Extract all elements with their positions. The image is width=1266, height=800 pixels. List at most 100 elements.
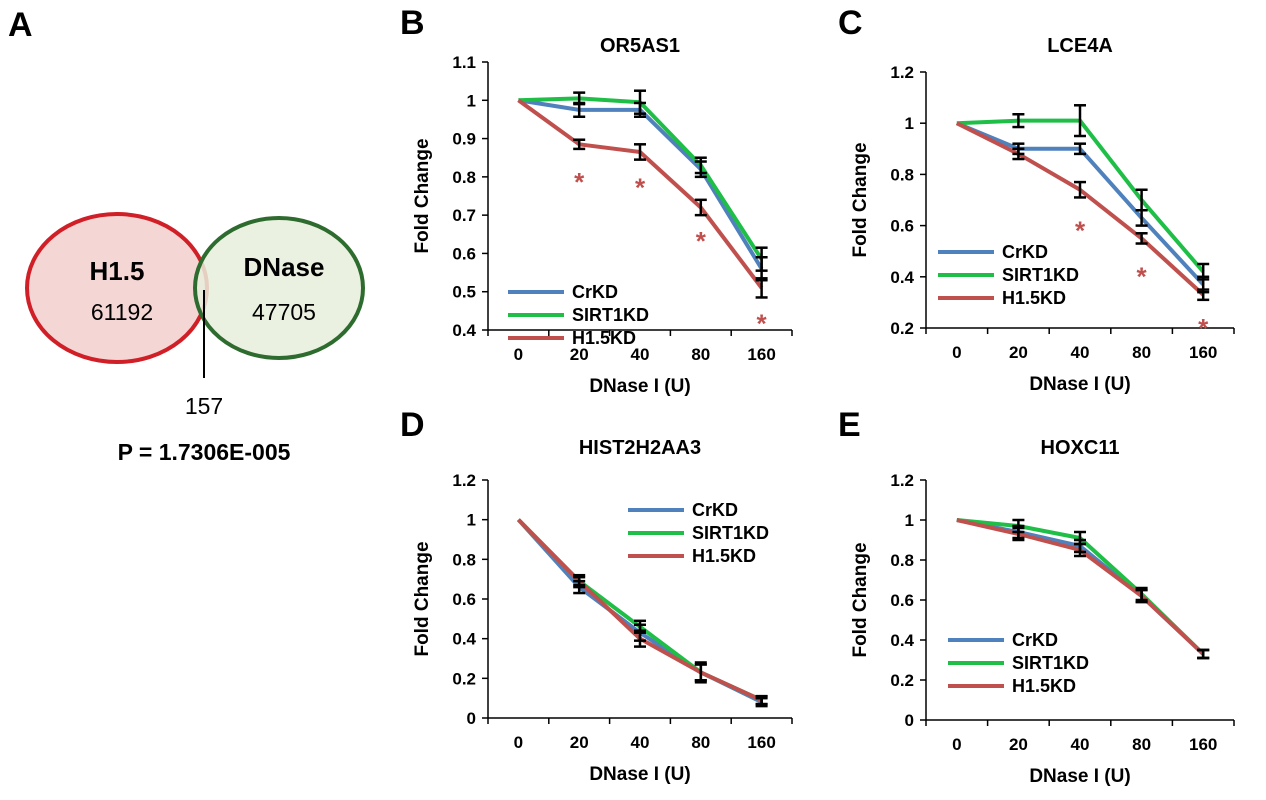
- x-axis-title: DNase I (U): [589, 764, 690, 785]
- panel-label-d: D: [400, 406, 425, 444]
- legend-label: H1.5KD: [572, 328, 636, 348]
- legend-label: H1.5KD: [692, 546, 756, 566]
- x-tick-label: 40: [1071, 343, 1090, 362]
- chart-title: HIST2H2AA3: [579, 437, 701, 459]
- y-tick-label: 0.4: [452, 630, 476, 649]
- legend: CrKD SIRT1KD H1.5KD: [508, 282, 649, 348]
- x-tick-label: 160: [747, 345, 775, 364]
- y-tick-label: 1: [905, 511, 914, 530]
- legend-label: H1.5KD: [1002, 288, 1066, 308]
- x-axis-title: DNase I (U): [1029, 766, 1130, 787]
- y-tick-label: 0.4: [452, 321, 476, 340]
- y-tick-label: 0.4: [890, 631, 914, 650]
- y-tick-label: 0: [905, 711, 914, 730]
- y-tick-label: 0.2: [452, 669, 476, 688]
- y-tick-label: 0.2: [890, 319, 914, 338]
- chart-panel-d: D HIST2H2AA3 0 0.2 0.4 0.6 0.8 1 1.2 0 20 40 80 160 DN…: [400, 406, 793, 785]
- legend-label: CrKD: [572, 282, 618, 302]
- y-tick-label: 0.8: [890, 165, 914, 184]
- y-axis-title: Fold Change: [412, 541, 433, 656]
- chart-title: OR5AS1: [600, 35, 680, 57]
- chart-title: HOXC11: [1041, 437, 1120, 459]
- x-tick-label: 80: [1132, 735, 1151, 754]
- venn-right-count: 47705: [252, 299, 316, 325]
- venn-left-name: H1.5: [90, 256, 145, 286]
- x-tick-label: 160: [747, 733, 775, 752]
- y-tick-label: 0.4: [890, 268, 914, 287]
- legend-label: CrKD: [692, 500, 738, 520]
- x-tick-label: 160: [1189, 735, 1217, 754]
- x-tick-label: 20: [1009, 735, 1028, 754]
- x-tick-label: 80: [691, 345, 710, 364]
- legend: CrKD SIRT1KD H1.5KD: [628, 500, 769, 566]
- venn-right-name: DNase: [244, 252, 325, 282]
- x-tick-label: 20: [1009, 343, 1028, 362]
- y-tick-label: 0.7: [452, 206, 476, 225]
- x-tick-label: 20: [570, 345, 589, 364]
- y-tick-label: 0.8: [452, 168, 476, 187]
- x-tick-label: 80: [691, 733, 710, 752]
- x-tick-label: 40: [1071, 735, 1090, 754]
- y-tick-label: 0.6: [890, 217, 914, 236]
- x-tick-label: 0: [952, 735, 961, 754]
- legend-label: CrKD: [1012, 630, 1058, 650]
- panel-label-a: A: [8, 6, 33, 44]
- y-axis-title: Fold Change: [850, 542, 871, 657]
- y-tick-label: 1.2: [452, 471, 476, 490]
- significance-star: *: [1075, 216, 1086, 246]
- legend-label: SIRT1KD: [1002, 265, 1079, 285]
- venn-circle-h1-5: [25, 212, 209, 364]
- x-tick-label: 0: [514, 733, 523, 752]
- y-tick-label: 0: [467, 709, 476, 728]
- chart-panel-c: C LCE4A 0.2 0.4 0.6 0.8 1 1.2 0 20 40 80 160 DNase I …: [838, 4, 1235, 395]
- y-tick-label: 0.9: [452, 130, 476, 149]
- legend: CrKD SIRT1KD H1.5KD: [948, 630, 1089, 696]
- y-tick-label: 0.6: [452, 244, 476, 263]
- x-tick-label: 40: [631, 345, 650, 364]
- significance-star: *: [757, 309, 768, 339]
- y-tick-label: 1: [467, 511, 476, 530]
- y-tick-label: 1.1: [452, 53, 476, 72]
- y-tick-label: 1: [905, 114, 914, 133]
- legend-label: SIRT1KD: [692, 523, 769, 543]
- significance-star: *: [696, 226, 707, 256]
- significance-star: *: [635, 173, 646, 203]
- y-tick-label: 0.6: [452, 590, 476, 609]
- y-tick-label: 0.5: [452, 283, 476, 302]
- x-tick-label: 0: [952, 343, 961, 362]
- venn-circle-dnase: [193, 216, 365, 360]
- x-tick-label: 40: [631, 733, 650, 752]
- chart-panel-b: B OR5AS1 0.4 0.5 0.6 0.7 0.8 0.9 1 1.1 0 20 40 80 160 D…: [400, 4, 793, 397]
- panel-label-c: C: [838, 4, 863, 42]
- x-axis-title: DNase I (U): [1029, 374, 1130, 395]
- x-tick-label: 20: [570, 733, 589, 752]
- significance-star: *: [574, 167, 585, 197]
- venn-left-count: 61192: [91, 299, 153, 325]
- legend: CrKD SIRT1KD H1.5KD: [938, 242, 1079, 308]
- panel-label-e: E: [838, 406, 861, 444]
- y-tick-label: 0.2: [890, 671, 914, 690]
- chart-panel-e: E HOXC11 0 0.2 0.4 0.6 0.8 1 1.2 0 20 40 80 160 DNase …: [838, 406, 1235, 787]
- y-axis-title: Fold Change: [412, 138, 433, 253]
- y-tick-label: 0.8: [890, 551, 914, 570]
- y-tick-label: 1: [467, 91, 476, 110]
- y-tick-label: 0.6: [890, 591, 914, 610]
- significance-star: *: [1137, 262, 1148, 292]
- legend-label: H1.5KD: [1012, 676, 1076, 696]
- venn-overlap-count: 157: [185, 393, 223, 419]
- legend-label: CrKD: [1002, 242, 1048, 262]
- x-tick-label: 80: [1132, 343, 1151, 362]
- y-tick-label: 1.2: [890, 471, 914, 490]
- x-axis-title: DNase I (U): [589, 376, 690, 397]
- legend-label: SIRT1KD: [572, 305, 649, 325]
- x-tick-label: 160: [1189, 343, 1217, 362]
- panel-label-b: B: [400, 4, 425, 42]
- venn-p-value: P = 1.7306E-005: [118, 439, 291, 465]
- y-tick-label: 1.2: [890, 63, 914, 82]
- venn-panel: A H1.5 61192 DNase 47705 157 P = 1.7306E…: [8, 6, 365, 465]
- y-tick-label: 0.8: [452, 550, 476, 569]
- x-tick-label: 0: [514, 345, 523, 364]
- significance-star: *: [1198, 313, 1209, 343]
- legend-label: SIRT1KD: [1012, 653, 1089, 673]
